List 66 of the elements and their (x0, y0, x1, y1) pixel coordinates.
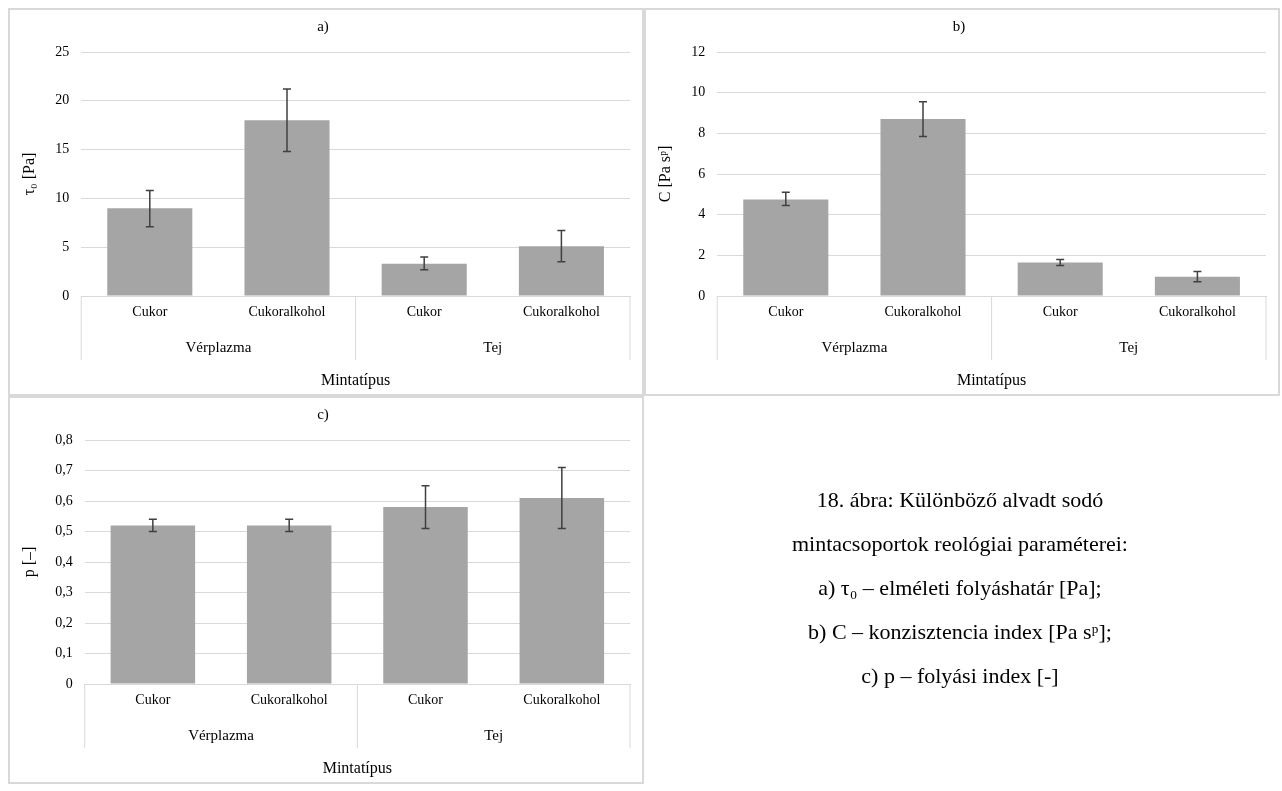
bar (381, 263, 467, 296)
text: Vérplazma (821, 338, 888, 355)
text: Vérplazma (185, 338, 252, 355)
y-tick-label: 0,1 (55, 645, 73, 661)
bar (244, 120, 330, 296)
x-tick-label: Cukor (408, 692, 444, 708)
y-tick-label: 4 (698, 206, 706, 222)
bar (518, 246, 604, 296)
text: Vérplazma (188, 726, 255, 743)
y-tick-label: 15 (55, 141, 70, 157)
x-tick-label: Cukor (406, 304, 443, 320)
bar (519, 497, 605, 684)
chart-title: a) (317, 17, 329, 35)
x-tick-label: Cukoralkohol (523, 692, 601, 708)
bar (880, 119, 966, 296)
x-axis-title: Mintatípus (322, 758, 393, 777)
y-tick-label: 8 (698, 125, 706, 141)
y-tick-label: 0 (698, 287, 706, 303)
x-tick-label: Cukoralkohol (1158, 304, 1236, 320)
x-tick-label: Cukor (1042, 304, 1079, 320)
chart-title: b) (952, 17, 966, 35)
y-axis-title: τ₀ [Pa] (19, 152, 37, 196)
bar (1017, 262, 1103, 296)
x-tick-label: Cukoralkohol (884, 304, 962, 320)
x-axis-title: Mintatípus (956, 370, 1027, 389)
x-tick-label: Cukoralkohol (250, 692, 328, 708)
y-tick-label: 0,2 (55, 614, 73, 630)
y-tick-label: 0,4 (55, 553, 73, 569)
text: 18. ábra: Különböző alvadt sodó (816, 486, 1104, 514)
y-tick-label: 0,3 (55, 584, 73, 600)
text: a) τ₀ – elméleti folyáshatár [Pa]; (818, 574, 1102, 602)
bar (383, 507, 468, 684)
y-tick-label: 0 (62, 287, 70, 303)
y-axis-title: C [Pa sᵖ] (655, 145, 673, 203)
chart-title: c) (317, 405, 329, 423)
y-tick-label: 0 (65, 675, 73, 691)
bar (110, 525, 196, 684)
y-tick-label: 5 (62, 238, 70, 254)
y-tick-label: 0,8 (55, 431, 73, 447)
bar (1154, 276, 1240, 296)
x-tick-label: Cukor (768, 304, 804, 320)
x-tick-label: Cukor (132, 304, 168, 320)
x-tick-label: Cukor (135, 692, 171, 708)
bar (743, 199, 829, 296)
y-tick-label: 0,6 (55, 492, 73, 508)
text: Tej (483, 338, 503, 355)
bar (246, 525, 332, 684)
bar (107, 208, 193, 296)
y-tick-label: 6 (698, 165, 706, 181)
text: c) p – folyási index [-] (861, 662, 1059, 690)
y-tick-label: 12 (691, 43, 706, 59)
y-tick-label: 0,5 (55, 523, 73, 539)
text: Tej (1119, 338, 1139, 355)
x-axis-title: Mintatípus (320, 370, 391, 389)
y-tick-label: 25 (55, 43, 70, 59)
text: mintacsoportok reológiai paraméterei: (792, 530, 1128, 558)
y-axis-title: p [–] (19, 546, 38, 578)
y-tick-label: 2 (698, 247, 706, 263)
y-tick-label: 10 (55, 190, 70, 206)
x-tick-label: Cukoralkohol (522, 304, 600, 320)
text: Tej (484, 726, 504, 743)
y-tick-label: 10 (691, 84, 706, 100)
y-tick-label: 0,7 (55, 462, 73, 478)
y-tick-label: 20 (55, 92, 70, 108)
x-tick-label: Cukoralkohol (248, 304, 326, 320)
text: b) C – konzisztencia index [Pa sᵖ]; (808, 618, 1112, 646)
